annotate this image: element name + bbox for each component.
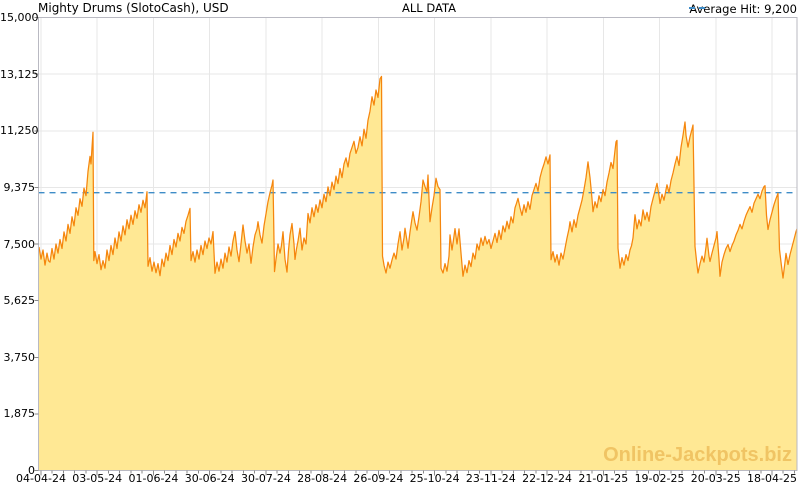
x-tick-label: 20-03-25 — [690, 472, 741, 485]
watermark: Online-Jackpots.biz — [603, 444, 792, 466]
x-tick-label: 22-12-24 — [522, 472, 573, 485]
x-tick-label: 30-06-24 — [184, 472, 235, 485]
legend-average-hit-label: Average Hit: 9,200 — [689, 2, 797, 16]
x-tick-label: 28-08-24 — [297, 472, 348, 485]
average-hit-dash-icon — [689, 7, 710, 9]
y-tick-label: 5,625 — [3, 294, 36, 308]
y-tick-label: 15,000 — [0, 11, 39, 24]
x-tick-label: 19-02-25 — [634, 472, 685, 485]
y-tick-label: 0 — [28, 464, 35, 477]
x-tick-label: 30-07-24 — [240, 472, 291, 485]
x-tick-label: 25-10-24 — [409, 472, 460, 485]
legend: Average Hit: 9,200 — [689, 3, 797, 15]
y-tick-label: 3,750 — [3, 350, 36, 364]
y-tick-label: 7,500 — [3, 237, 36, 251]
series-area — [39, 76, 797, 471]
range-label: ALL DATA — [402, 1, 456, 15]
y-tick-label: 11,250 — [0, 124, 39, 138]
series-line — [38, 75, 797, 279]
y-tick-label: 1,875 — [3, 407, 36, 421]
x-tick-label: 03-05-24 — [72, 472, 123, 485]
x-tick-label: 04-04-24 — [16, 472, 66, 485]
x-tick-label: 01-06-24 — [128, 472, 179, 485]
x-tick-label: 23-11-24 — [465, 472, 516, 485]
x-tick-label: 18-04-25 — [747, 472, 797, 485]
x-tick-label: 21-01-25 — [578, 472, 629, 485]
x-tick-label: 26-09-24 — [353, 472, 404, 485]
chart-title: Mighty Drums (SlotoCash), USD — [38, 1, 229, 15]
y-tick-label: 9,375 — [3, 180, 36, 194]
y-tick-label: 13,125 — [0, 67, 39, 81]
